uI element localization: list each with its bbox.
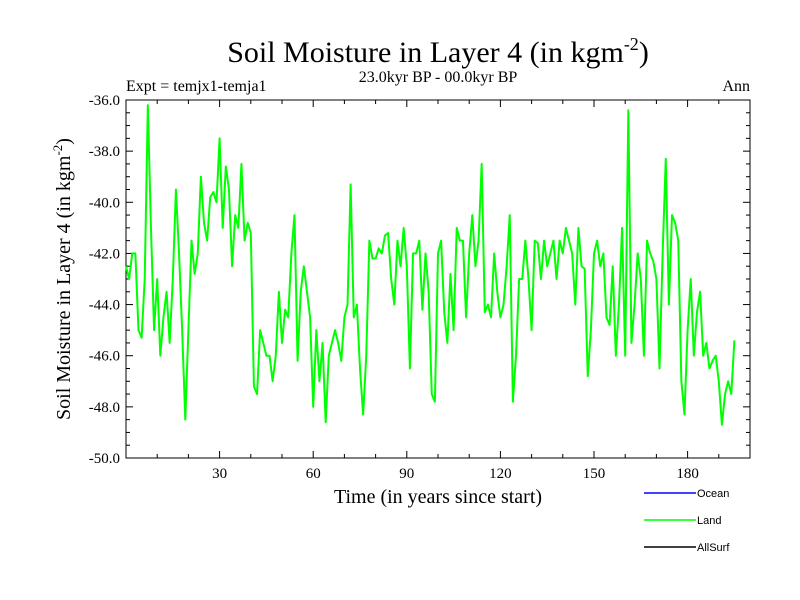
y-tick-label: -38.0 (89, 144, 120, 160)
y-tick-label: -42.0 (89, 246, 120, 262)
svg-text:Soil Moisture in Layer 4 (in k: Soil Moisture in Layer 4 (in kgm-2) (227, 34, 649, 69)
chart-title: Soil Moisture in Layer 4 (in kgm-2) (227, 34, 649, 69)
x-tick-label: 60 (306, 466, 321, 482)
y-axis-label-close: ) (53, 138, 75, 145)
legend-label-allsurf: AllSurf (697, 542, 730, 554)
legend-label-land: Land (697, 515, 721, 527)
x-axis-label: Time (in years since start) (334, 486, 542, 508)
legend-label-ocean: Ocean (697, 488, 729, 500)
chart-title-text: Soil Moisture in Layer 4 (in kgm (227, 36, 624, 69)
x-tick-label: 150 (583, 466, 606, 482)
chart-subtitle: 23.0kyr BP - 00.0kyr BP (359, 69, 518, 86)
x-tick-label: 180 (676, 466, 699, 482)
series-line-land (125, 104, 736, 426)
series-group (125, 104, 736, 426)
y-axis: -50.0 -48.0 -46.0 -44.0 -42.0 -40.0 -38.0 -36.0 (89, 93, 750, 467)
x-tick-label: 120 (489, 466, 512, 482)
y-tick-label: -36.0 (89, 93, 120, 109)
experiment-label: Expt = temjx1-temja1 (126, 78, 267, 95)
x-axis: 30 60 90 120 150 180 (156, 100, 720, 482)
svg-text:Soil Moisture in Layer 4 (in k: Soil Moisture in Layer 4 (in kgm-2) (50, 138, 75, 420)
chart-title-close: ) (639, 36, 649, 69)
x-tick-label: 90 (399, 466, 414, 482)
y-tick-label: -48.0 (89, 400, 120, 416)
y-tick-label: -46.0 (89, 349, 120, 365)
y-tick-label: -44.0 (89, 298, 120, 314)
y-tick-label: -40.0 (89, 195, 120, 211)
season-label: Ann (722, 78, 750, 95)
y-axis-label-exponent: -2 (50, 145, 65, 156)
legend: Ocean Land AllSurf (644, 488, 730, 554)
x-tick-label: 30 (212, 466, 227, 482)
y-axis-label: Soil Moisture in Layer 4 (in kgm-2) (50, 138, 75, 420)
chart-title-exponent: -2 (624, 34, 639, 54)
y-axis-label-text: Soil Moisture in Layer 4 (in kgm (53, 155, 75, 420)
y-tick-label: -50.0 (89, 451, 120, 467)
